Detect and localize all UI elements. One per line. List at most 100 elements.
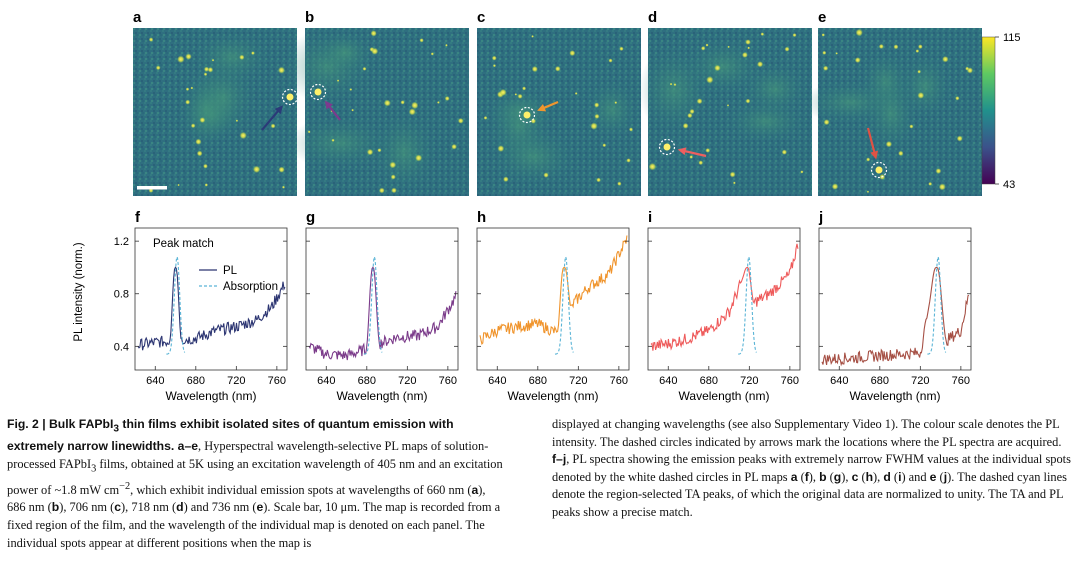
emission-spot [729,171,736,178]
caption-text: ) and [901,469,930,484]
emission-spot [617,181,622,186]
selection-circle [309,83,327,101]
emission-spot [366,148,374,156]
emission-spot [408,108,416,116]
x-tick-label: 680 [871,375,889,387]
emission-spot [371,47,379,55]
emission-spot [362,66,367,71]
caption-ref: b [51,500,60,515]
y-tick-label: 0.4 [114,341,129,353]
emission-spot [400,100,405,105]
caption-ref: d [883,469,891,484]
absorption-peak-line [166,255,186,355]
caption-ref: a [790,469,798,484]
legend-pl-label: PL [223,265,238,277]
emission-spot [698,160,704,166]
selection-circle [870,161,888,179]
caption-sub: 3 [91,463,97,475]
pointer-arrowhead [677,147,687,156]
emission-spot [909,124,914,129]
caption-text: ), 718 nm ( [121,500,177,515]
emission-spot [336,79,340,82]
emission-spot [437,101,440,104]
emission-spot [389,161,397,169]
pointer-arrowhead [870,150,879,160]
plot-frame [134,227,288,371]
panel-label: e [818,9,826,26]
x-tick-label: 680 [529,375,547,387]
plot-frame [476,227,630,371]
emission-spot [252,165,261,174]
emission-spot [596,177,601,183]
emission-spot [866,157,871,162]
caption-text: ). Scale bar, 10 μm. The map is recorded… [7,500,501,550]
x-tick-label: 720 [740,375,758,387]
plot-frame [305,227,459,371]
emission-spot [917,44,923,50]
pl-map-a: a Scale bar, 10 μm [133,9,299,196]
emission-spot [239,131,247,140]
emission-spot [514,93,518,96]
panel-label: f [135,209,141,226]
pl-map-d: d [638,9,812,196]
plot-frame [647,227,801,371]
pointer-arrowhead [537,103,547,112]
emission-spot [270,123,276,129]
emission-spot [745,39,751,45]
y-axis-label: PL intensity (norm.) [73,242,85,341]
emission-spot [554,65,561,72]
caption-ref: f–j [552,452,567,467]
caption-ref: e [256,500,264,515]
emission-spot [195,138,202,145]
emission-spot [177,183,180,187]
x-tick-label: 760 [781,375,799,387]
emission-spot [741,51,748,58]
emission-spot [204,183,208,187]
emission-spot [689,155,694,159]
x-tick-label: 640 [317,375,335,387]
emission-spot [705,147,711,153]
emission-spot [377,148,382,153]
emission-spot [781,149,788,155]
emission-spot [821,33,825,37]
emission-spot [942,55,949,63]
pl-spectrum-line [479,235,628,345]
panel-label: h [477,209,486,226]
selection-circle [658,138,676,156]
emission-spot [800,170,804,174]
x-tick-label: 640 [830,375,848,387]
map-glow [865,74,917,154]
spectrum-panel-i: i 640 680 720 760 Wavelength (nm) [647,209,801,403]
caption-ref: d [176,500,184,515]
x-axis-label: Wavelength (nm) [850,389,941,403]
colorbar: 115 43 [981,32,1021,191]
scale-bar: Scale bar, 10 μm [137,186,167,190]
caption-text: ( [858,469,866,484]
emission-spot [543,172,549,178]
caption-ref: f [804,469,809,484]
map-glow [490,127,577,187]
caption-title-sub: 3 [113,423,119,435]
caption-text: ( [826,469,834,484]
emission-spot [822,65,829,71]
x-tick-label: 640 [488,375,506,387]
panel-label: g [306,209,315,226]
emission-spot [835,52,838,55]
emission-spot [760,32,765,36]
emission-spot [383,99,391,107]
emission-spot [648,162,657,171]
spectrum-panel-j: j 640 680 720 760 Wavelength (nm) [818,209,972,403]
emission-spot [705,43,709,47]
absorption-peak-line [927,254,947,355]
emission-spot [307,130,311,134]
y-tick-label: 1.2 [114,236,129,248]
caption-text: ), 686 nm ( [7,482,486,515]
emission-spot [411,101,419,110]
emission-spot [822,50,827,55]
map-glow [191,31,272,84]
emission-spot [726,104,730,107]
pointer-arrowhead [324,100,333,110]
map-glow [317,31,373,74]
emission-spot [497,145,505,152]
caption-text: , which exhibit individual emission spot… [130,482,472,497]
